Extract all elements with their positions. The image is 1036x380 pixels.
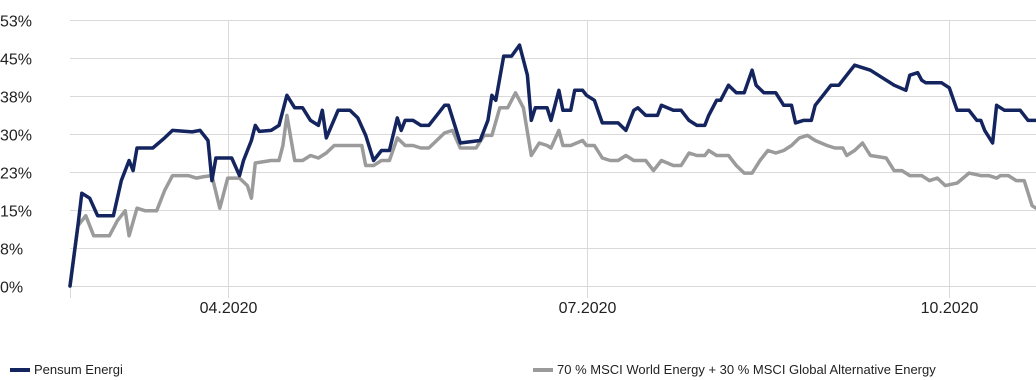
x-tick-label-0: 04.2020 (200, 300, 258, 317)
series-line-1 (68, 91, 1036, 288)
legend-swatch-0 (10, 367, 30, 372)
y-tick-label-5: 38% (0, 90, 32, 107)
y-tick-label-0: 0% (0, 280, 23, 297)
x-axis-ticks: 04.2020 07.2020 10.2020 (200, 300, 979, 317)
y-tick-label-6: 45% (0, 52, 32, 69)
legend-item-1: 70 % MSCI World Energy + 30 % MSCI Globa… (533, 362, 936, 377)
y-tick-label-2: 15% (0, 204, 32, 221)
legend-label-1: 70 % MSCI World Energy + 30 % MSCI Globa… (557, 362, 936, 377)
y-tick-label-3: 23% (0, 166, 32, 183)
legend-item-0: Pensum Energi (10, 362, 123, 377)
series-line-0 (68, 43, 1036, 288)
x-tick-label-2: 10.2020 (921, 300, 979, 317)
x-tick-label-1: 07.2020 (559, 300, 617, 317)
legend-swatch-1 (533, 367, 553, 372)
series-lines (68, 43, 1036, 288)
legend-label-0: Pensum Energi (34, 362, 123, 377)
grid (70, 20, 1036, 298)
y-tick-label-1: 8% (0, 242, 23, 259)
y-tick-label-7: 53% (0, 14, 32, 31)
y-tick-label-4: 30% (0, 128, 32, 145)
y-axis-ticks: 0% 8% 15% 23% 30% 38% 45% 53% (0, 14, 32, 297)
